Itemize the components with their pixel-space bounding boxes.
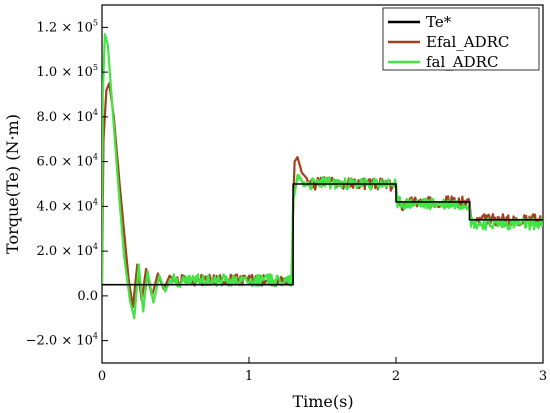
series-line-fal-adrc [102,33,543,320]
series-line-te- [102,183,543,286]
x-tick-label: 1 [245,369,253,384]
y-tick-label: −2.0 × 104 [26,332,98,349]
legend-label: Efal_ADRC [426,33,509,51]
y-tick-label: 4.0 × 104 [37,197,98,214]
y-axis-label: Torque(Te) (N·m) [3,114,22,254]
y-tick-label: 2.0 × 104 [37,242,98,259]
x-axis: 0 1 2 3 [98,357,547,384]
x-tick-label: 3 [539,369,547,384]
y-tick-label: 0.0 [77,289,98,304]
y-tick-label: 1.2 × 105 [37,18,98,35]
series-line-efal-adrc [102,82,543,309]
x-tick-label: 2 [392,369,400,384]
x-axis-label: Time(s) [292,392,353,411]
legend-box [382,7,540,71]
y-axis: −2.0 × 104 0.0 2.0 × 104 4.0 × 104 6.0 × 104… [26,18,108,349]
legend-label: Te* [426,13,452,31]
y-tick-label: 6.0 × 104 [37,153,98,170]
x-tick-label: 0 [98,369,106,384]
series-group [102,33,543,320]
y-tick-label: 8.0 × 104 [37,108,98,125]
y-tick-label: 1.0 × 105 [37,63,98,80]
legend-label: fal_ADRC [426,53,498,71]
legend: Te* Efal_ADRC fal_ADRC [382,7,540,71]
